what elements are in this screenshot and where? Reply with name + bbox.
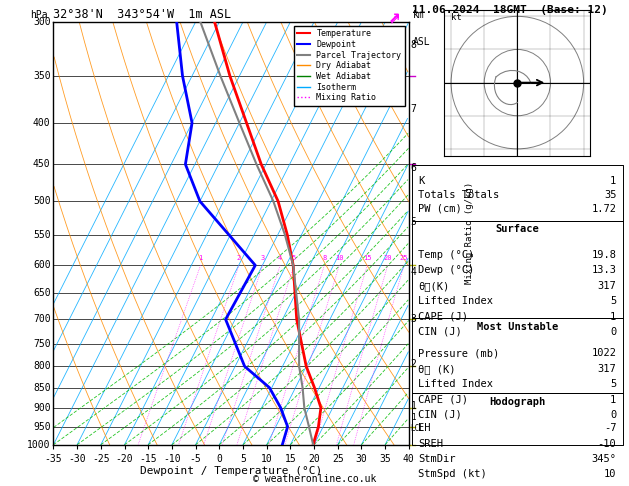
Text: 1: 1 xyxy=(610,175,616,186)
Text: 450: 450 xyxy=(33,159,50,169)
Text: 4: 4 xyxy=(278,255,282,261)
Text: 700: 700 xyxy=(33,314,50,325)
Text: 500: 500 xyxy=(33,196,50,206)
Text: 0: 0 xyxy=(610,327,616,337)
Text: 15: 15 xyxy=(363,255,372,261)
Text: 10: 10 xyxy=(335,255,343,261)
Text: EH: EH xyxy=(418,423,431,434)
Text: 750: 750 xyxy=(33,339,50,348)
Legend: Temperature, Dewpoint, Parcel Trajectory, Dry Adiabat, Wet Adiabat, Isotherm, Mi: Temperature, Dewpoint, Parcel Trajectory… xyxy=(294,26,404,105)
Text: 3: 3 xyxy=(260,255,265,261)
Text: 550: 550 xyxy=(33,230,50,240)
Text: 19.8: 19.8 xyxy=(591,250,616,260)
Text: 35: 35 xyxy=(604,190,616,200)
Text: 6: 6 xyxy=(411,163,416,173)
Text: 10: 10 xyxy=(604,469,616,480)
Text: 7: 7 xyxy=(411,104,416,115)
Text: 300: 300 xyxy=(33,17,50,27)
Text: 317: 317 xyxy=(598,281,616,291)
Text: 950: 950 xyxy=(33,422,50,432)
Text: 1000: 1000 xyxy=(27,440,50,450)
Text: -10: -10 xyxy=(598,439,616,449)
Text: 1: 1 xyxy=(610,395,616,404)
Text: 20: 20 xyxy=(384,255,392,261)
Text: 8: 8 xyxy=(411,39,416,50)
Text: 1
LCL: 1 LCL xyxy=(411,413,425,433)
Text: Surface: Surface xyxy=(496,224,539,234)
Text: 4: 4 xyxy=(411,267,416,277)
Text: ↗: ↗ xyxy=(388,11,401,25)
Text: StmSpd (kt): StmSpd (kt) xyxy=(418,469,487,480)
Text: 0: 0 xyxy=(610,410,616,420)
Text: 2: 2 xyxy=(237,255,241,261)
Text: © weatheronline.co.uk: © weatheronline.co.uk xyxy=(253,473,376,484)
Text: Totals Totals: Totals Totals xyxy=(418,190,499,200)
Text: Hodograph: Hodograph xyxy=(489,397,545,407)
Text: 650: 650 xyxy=(33,288,50,298)
Text: PW (cm): PW (cm) xyxy=(418,204,462,213)
Text: 5: 5 xyxy=(292,255,296,261)
Text: -7: -7 xyxy=(604,423,616,434)
Text: 900: 900 xyxy=(33,403,50,413)
Text: CIN (J): CIN (J) xyxy=(418,410,462,420)
Text: 8: 8 xyxy=(322,255,326,261)
Text: ASL: ASL xyxy=(413,36,430,47)
X-axis label: Dewpoint / Temperature (°C): Dewpoint / Temperature (°C) xyxy=(140,467,322,476)
Text: StmDir: StmDir xyxy=(418,454,456,464)
Text: 13.3: 13.3 xyxy=(591,265,616,276)
Text: 1: 1 xyxy=(198,255,203,261)
Text: Dewp (°C): Dewp (°C) xyxy=(418,265,474,276)
Text: 1: 1 xyxy=(610,312,616,322)
Text: θᴇ(K): θᴇ(K) xyxy=(418,281,450,291)
Text: CIN (J): CIN (J) xyxy=(418,327,462,337)
Text: Temp (°C): Temp (°C) xyxy=(418,250,474,260)
Text: kt: kt xyxy=(451,13,462,22)
Text: Lifted Index: Lifted Index xyxy=(418,296,493,306)
Text: 5: 5 xyxy=(610,379,616,389)
Text: 3: 3 xyxy=(411,314,416,325)
Text: Lifted Index: Lifted Index xyxy=(418,379,493,389)
Text: 1022: 1022 xyxy=(591,348,616,359)
Text: 850: 850 xyxy=(33,382,50,393)
Text: 25: 25 xyxy=(399,255,408,261)
Text: 600: 600 xyxy=(33,260,50,270)
Text: CAPE (J): CAPE (J) xyxy=(418,395,469,404)
Text: CAPE (J): CAPE (J) xyxy=(418,312,469,322)
Text: Pressure (mb): Pressure (mb) xyxy=(418,348,499,359)
Text: θᴇ (K): θᴇ (K) xyxy=(418,364,456,374)
Text: 345°: 345° xyxy=(591,454,616,464)
Text: 1.72: 1.72 xyxy=(591,204,616,213)
Text: 11.06.2024  18GMT  (Base: 12): 11.06.2024 18GMT (Base: 12) xyxy=(412,5,608,15)
Text: 800: 800 xyxy=(33,361,50,371)
Text: 32°38'N  343°54'W  1m ASL: 32°38'N 343°54'W 1m ASL xyxy=(53,8,231,21)
Text: 317: 317 xyxy=(598,364,616,374)
Text: 5: 5 xyxy=(411,217,416,227)
Text: km: km xyxy=(413,10,424,20)
Text: Most Unstable: Most Unstable xyxy=(477,322,558,332)
Text: 400: 400 xyxy=(33,118,50,128)
Text: K: K xyxy=(418,175,425,186)
Text: 350: 350 xyxy=(33,71,50,81)
Text: 5: 5 xyxy=(610,296,616,306)
Text: ↗: ↗ xyxy=(388,12,399,26)
Text: hPa: hPa xyxy=(30,10,48,20)
Text: SREH: SREH xyxy=(418,439,443,449)
Text: 2: 2 xyxy=(411,359,416,369)
Text: Mixing Ratio (g/kg): Mixing Ratio (g/kg) xyxy=(465,182,474,284)
Text: 1: 1 xyxy=(411,401,416,411)
